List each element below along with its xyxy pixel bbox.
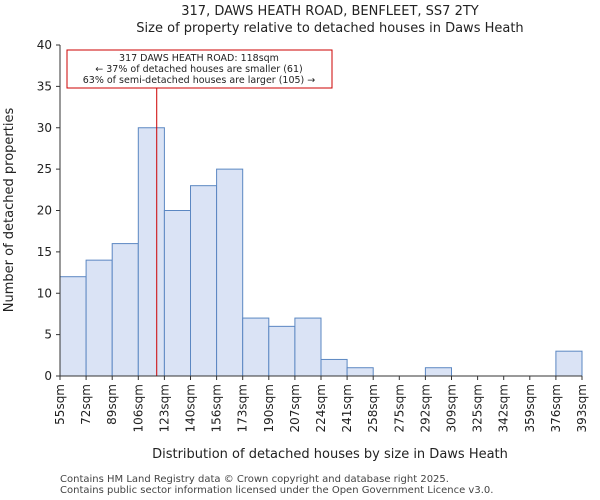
x-tick-label: 292sqm: [418, 384, 432, 432]
x-tick-label: 190sqm: [262, 384, 276, 432]
x-tick-label: 342sqm: [497, 384, 511, 432]
x-tick-label: 393sqm: [575, 384, 589, 432]
y-tick-label: 0: [44, 369, 52, 383]
footer-line-2: Contains public sector information licen…: [60, 485, 494, 496]
x-tick-label: 359sqm: [523, 384, 537, 432]
y-tick-label: 30: [37, 121, 52, 135]
chart-title: 317, DAWS HEATH ROAD, BENFLEET, SS7 2TY: [181, 4, 479, 19]
bar-173sqm: [242, 317, 270, 377]
x-tick-label: 309sqm: [445, 384, 459, 432]
bar-89sqm: [111, 243, 139, 377]
chart-subtitle: Size of property relative to detached ho…: [136, 21, 523, 36]
bars-group: [59, 127, 583, 377]
y-tick-label: 40: [37, 38, 52, 52]
bar-190sqm: [268, 325, 296, 377]
x-axis-ticks: 55sqm 72sqm 89sqm 106sqm 123sqm 140sqm 156sqm 1…: [53, 376, 589, 432]
y-tick-label: 35: [37, 79, 52, 93]
bar-376sqm: [555, 350, 583, 377]
x-tick-label: 156sqm: [210, 384, 224, 432]
x-tick-label: 224sqm: [314, 384, 328, 432]
x-tick-label: 258sqm: [366, 384, 380, 432]
bar-207sqm: [294, 317, 322, 377]
footer-line-1: Contains HM Land Registry data © Crown c…: [60, 474, 449, 485]
annotation-line-3: 63% of semi-detached houses are larger (…: [83, 75, 316, 86]
bar-123sqm: [163, 210, 191, 377]
x-tick-label: 55sqm: [53, 384, 67, 425]
x-tick-label: 325sqm: [471, 384, 485, 432]
y-tick-label: 20: [37, 204, 52, 218]
annotation-box: 317 DAWS HEATH ROAD: 118sqm ← 37% of det…: [66, 49, 333, 89]
x-tick-label: 106sqm: [131, 384, 145, 432]
y-tick-label: 5: [44, 328, 52, 342]
y-axis-label: Number of detached properties: [2, 108, 17, 313]
y-axis-ticks: 0 5 10 15 20 25 30 35 40: [37, 38, 60, 383]
y-tick-label: 10: [37, 286, 52, 300]
bar-156sqm: [216, 168, 244, 377]
bar-140sqm: [190, 185, 218, 377]
bar-241sqm: [346, 367, 374, 377]
y-tick-label: 15: [37, 245, 52, 259]
annotation-frame: [66, 49, 333, 89]
x-tick-label: 376sqm: [549, 384, 563, 432]
bar-224sqm: [320, 358, 348, 377]
x-tick-label: 72sqm: [79, 384, 93, 425]
annotation-line-2: ← 37% of detached houses are smaller (61…: [95, 64, 302, 75]
bar-106sqm: [137, 127, 165, 377]
bar-55sqm: [59, 276, 87, 377]
x-tick-label: 241sqm: [340, 384, 354, 432]
x-tick-label: 173sqm: [236, 384, 250, 432]
x-tick-label: 140sqm: [184, 384, 198, 432]
bar-292sqm: [424, 367, 452, 377]
y-tick-label: 25: [37, 162, 52, 176]
x-tick-label: 89sqm: [105, 384, 119, 425]
x-tick-label: 207sqm: [288, 384, 302, 432]
x-axis-label: Distribution of detached houses by size …: [152, 447, 508, 462]
annotation-line-1: 317 DAWS HEATH ROAD: 118sqm: [119, 53, 279, 64]
x-tick-label: 123sqm: [157, 384, 171, 432]
bar-72sqm: [85, 259, 113, 377]
x-tick-label: 275sqm: [392, 384, 406, 432]
